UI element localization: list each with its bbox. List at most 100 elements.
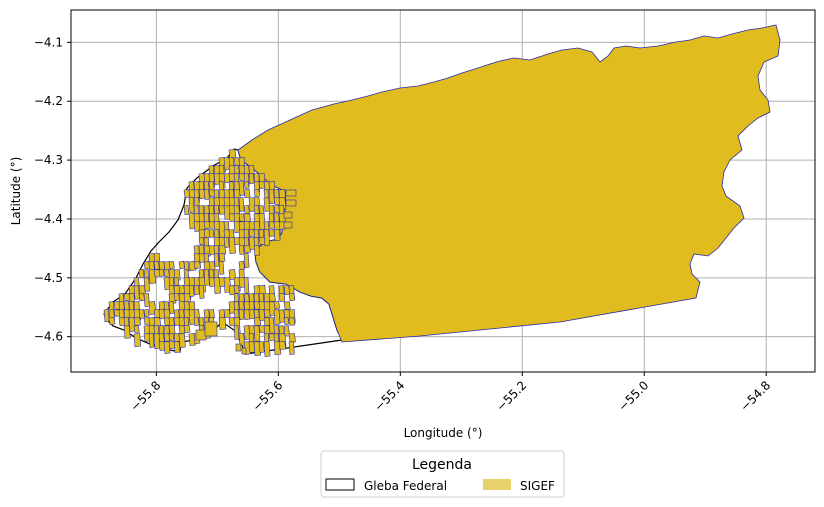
- sigef-parcel: [258, 341, 265, 353]
- sigef-parcel: [183, 261, 190, 272]
- sigef-parcel: [253, 188, 261, 198]
- sigef-parcel: [288, 317, 296, 326]
- y-tick-label: −4.3: [34, 153, 63, 167]
- sigef-parcel: [203, 189, 210, 200]
- sigef-parcel: [123, 325, 131, 339]
- sigef-parcel-large: [237, 24, 781, 343]
- sigef-parcel: [238, 301, 245, 311]
- sigef-parcel: [188, 285, 195, 297]
- sigef-parcel: [273, 309, 281, 325]
- sigef-parcel: [133, 317, 141, 326]
- sigef-parcel: [243, 293, 250, 303]
- sigef-parcel: [218, 317, 227, 330]
- axes-frame: [70, 9, 816, 373]
- sigef-parcel: [153, 261, 160, 270]
- sigef-parcel: [143, 292, 150, 308]
- sigef-parcel: [268, 293, 276, 302]
- sigef-parcel: [143, 277, 151, 292]
- sigef-parcel: [285, 189, 297, 197]
- sigef-parcel: [218, 252, 226, 263]
- x-axis-label: Longitude (°): [404, 426, 483, 440]
- sigef-parcel: [263, 309, 272, 318]
- map-data: [103, 24, 781, 357]
- sigef-parcel: [283, 316, 290, 326]
- sigef-parcel: [253, 316, 262, 327]
- sigef-parcel: [238, 245, 245, 255]
- sigef-parcel: [241, 347, 247, 355]
- sigef-parcel: [173, 341, 181, 353]
- sigef-parcel: [288, 341, 295, 355]
- sigef-parcel: [243, 277, 250, 294]
- sigef-parcel: [263, 341, 271, 357]
- x-tick-label: −55.0: [615, 378, 651, 414]
- sigef-parcel: [233, 285, 240, 294]
- sigef-parcel: [163, 333, 171, 342]
- sigef-parcel: [238, 213, 245, 222]
- x-tick-label: −55.8: [128, 378, 164, 414]
- sigef-parcel: [223, 237, 230, 248]
- sigef-parcel: [138, 268, 145, 279]
- sigef-parcel: [283, 221, 293, 229]
- sigef-parcel: [233, 325, 240, 340]
- sigef-parcel: [198, 285, 205, 299]
- sigef-parcel: [253, 204, 260, 215]
- sigef-parcel: [183, 324, 191, 334]
- sigef-parcel: [198, 237, 205, 245]
- legend-label-sigef: SIGEF: [520, 479, 555, 493]
- sigef-parcel: [138, 309, 145, 319]
- sigef-parcel: [268, 188, 275, 205]
- sigef-parcel: [238, 197, 245, 212]
- y-axis-label: Latitude (°): [9, 157, 23, 226]
- sigef-parcel: [193, 261, 201, 269]
- sigef-parcel: [243, 204, 250, 215]
- sigef-parcel: [163, 341, 171, 354]
- sigef-parcel: [133, 285, 140, 300]
- sigef-parcel: [143, 308, 150, 318]
- sigef-parcel: [193, 316, 200, 327]
- sigef-parcel: [188, 333, 196, 346]
- y-tick-label: −4.1: [34, 35, 63, 49]
- x-tick-label: −55.2: [493, 378, 529, 414]
- sigef-parcel: [108, 316, 116, 326]
- sigef-parcel: [148, 269, 157, 284]
- sigef-parcel: [223, 308, 231, 319]
- sigef-parcel: [228, 236, 236, 255]
- sigef-parcel: [233, 164, 240, 175]
- sigef-parcel: [243, 244, 252, 254]
- y-tick-label: −4.2: [34, 94, 63, 108]
- sigef-parcel: [168, 301, 175, 314]
- sigef-parcel: [285, 199, 297, 207]
- sigef-parcel: [228, 157, 235, 167]
- sigef-parcel: [238, 260, 245, 271]
- legend-label-gleba-federal: Gleba Federal: [364, 479, 447, 493]
- sigef-parcel: [204, 321, 218, 337]
- sigef-parcel: [235, 343, 242, 352]
- sigef-parcel: [208, 261, 216, 271]
- sigef-parcel: [263, 228, 271, 247]
- x-tick-label: −54.8: [737, 378, 773, 414]
- x-tick-label: −55.6: [250, 378, 286, 414]
- sigef-parcel: [183, 205, 190, 215]
- sigef-parcel: [168, 325, 176, 335]
- sigef-parcel: [133, 332, 142, 348]
- y-tick-label: −4.6: [34, 330, 63, 344]
- sigef-parcel: [103, 308, 110, 323]
- sigef-parcel: [253, 245, 261, 256]
- sigef-parcel: [208, 269, 215, 279]
- legend-swatch-gleba-federal: [325, 478, 355, 491]
- sigef-parcel: [273, 301, 281, 309]
- sigef-parcel: [168, 333, 175, 341]
- sigef-parcel: [148, 332, 155, 349]
- sigef-parcel: [243, 188, 251, 199]
- sigef-parcel: [273, 228, 281, 242]
- sigef-parcel: [203, 269, 210, 286]
- sigef-parcel: [248, 173, 255, 184]
- sigef-parcel: [178, 332, 186, 349]
- sigef-parcel: [278, 341, 287, 350]
- sigef-parcel: [278, 292, 286, 303]
- sigef-parcel: [188, 196, 195, 214]
- sigef-parcel: [258, 212, 266, 231]
- legend-title: Legenda: [412, 457, 472, 473]
- sigef-parcel: [133, 325, 140, 333]
